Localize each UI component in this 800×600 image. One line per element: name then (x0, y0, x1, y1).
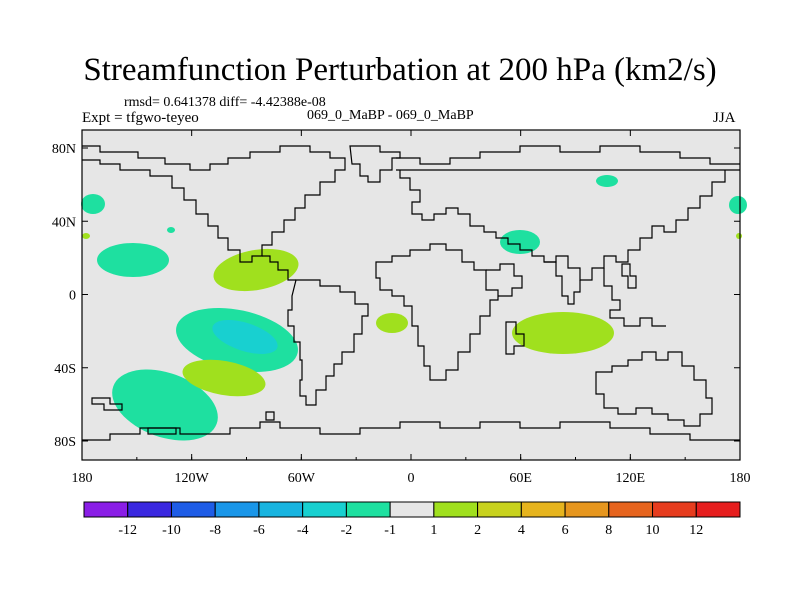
contour-strong-neg-region (212, 320, 278, 354)
coastline-madagascar (505, 321, 525, 355)
colorbar-label: 6 (562, 523, 569, 538)
colorbar-label: -4 (297, 523, 309, 538)
colorbar-label: 8 (605, 523, 612, 538)
x-tick-label: 120E (616, 471, 646, 486)
colorbar: -12 -10 -8 -6 -4 -2 -1 1 2 4 6 8 10 12 (83, 501, 741, 538)
colorbar-label: -10 (162, 523, 181, 538)
colorbar-swatch (695, 501, 741, 518)
plot-title: Streamfunction Perturbation at 200 hPa (… (83, 52, 717, 88)
colorbar-swatch (258, 501, 304, 518)
coastline-south-america (287, 279, 369, 406)
y-tick-label: 40N (52, 215, 76, 230)
coastline-india (544, 261, 581, 305)
coastline-greenland (349, 145, 401, 183)
x-tick-label: 180 (730, 471, 751, 486)
y-tick-label: 80N (52, 142, 76, 157)
y-tick-label: 80S (54, 435, 76, 450)
colorbar-swatch (345, 501, 391, 518)
colorbar-swatch (127, 501, 172, 518)
colorbar-swatch (520, 501, 566, 518)
coastline-arabia (486, 263, 523, 297)
coastline-japan (621, 263, 637, 289)
contour-neg-region (500, 230, 540, 254)
contour-neg-region (97, 243, 169, 277)
colorbar-swatch (477, 501, 522, 518)
colorbar-label: -6 (253, 523, 265, 538)
y-tick-label: 0 (69, 289, 76, 304)
coastline-north-america (82, 145, 346, 263)
colorbar-swatch (302, 501, 347, 518)
contour-pos-region (736, 233, 742, 239)
colorbar-label: -2 (341, 523, 353, 538)
x-tick-label: 0 (408, 471, 415, 486)
colorbar-swatch (652, 501, 697, 518)
colorbar-label: 1 (430, 523, 437, 538)
colorbar-swatch (83, 501, 129, 518)
colorbar-label: -1 (384, 523, 396, 538)
contour-pos-region (376, 313, 408, 333)
coastline-africa (375, 243, 499, 381)
coastline-indonesia (603, 268, 666, 327)
experiment-label: Expt = tfgwo-teyeo (82, 110, 199, 126)
contour-fills (81, 175, 747, 441)
stats-label: rmsd= 0.641378 diff= -4.42388e-08 (124, 95, 326, 110)
x-axis: 180 120W 60W 0 60E 120E 180 (72, 130, 751, 486)
contour-pos-region (182, 359, 266, 397)
colorbar-label: 10 (646, 523, 660, 538)
coastline-australia (595, 351, 713, 427)
coastline-central-america (262, 255, 296, 281)
coastlines (82, 145, 740, 441)
y-tick-label: 40S (54, 362, 76, 377)
contour-neg-region (596, 175, 618, 187)
y-axis: 80N 40N 0 40S 80S (52, 142, 740, 450)
contour-pos-region (213, 248, 299, 292)
contour-neg-region (81, 194, 105, 214)
contour-neg-region (112, 369, 218, 441)
contour-pos-region (82, 233, 90, 239)
contour-neg-region (729, 196, 747, 214)
x-tick-label: 60E (509, 471, 532, 486)
colorbar-label: 2 (474, 523, 481, 538)
colorbar-swatch (170, 501, 216, 518)
colorbar-label: 4 (518, 523, 525, 538)
colorbar-label: -12 (118, 523, 137, 538)
colorbar-swatch (564, 501, 610, 518)
comparison-label: 069_0_MaBP - 069_0_MaBP (307, 108, 474, 123)
contour-pos-region (512, 312, 614, 354)
x-tick-label: 120W (175, 471, 210, 486)
colorbar-swatch (389, 501, 435, 518)
colorbar-swatch (433, 501, 479, 518)
contour-neg-region (167, 227, 175, 233)
colorbar-label: 12 (689, 523, 703, 538)
x-tick-label: 60W (288, 471, 316, 486)
coastline-antarctica (82, 421, 740, 441)
colorbar-swatch (608, 501, 654, 518)
x-tick-label: 180 (72, 471, 93, 486)
colorbar-swatch (214, 501, 260, 518)
coastline-islands (91, 397, 275, 435)
season-label: JJA (713, 110, 736, 126)
colorbar-label: -8 (209, 523, 221, 538)
